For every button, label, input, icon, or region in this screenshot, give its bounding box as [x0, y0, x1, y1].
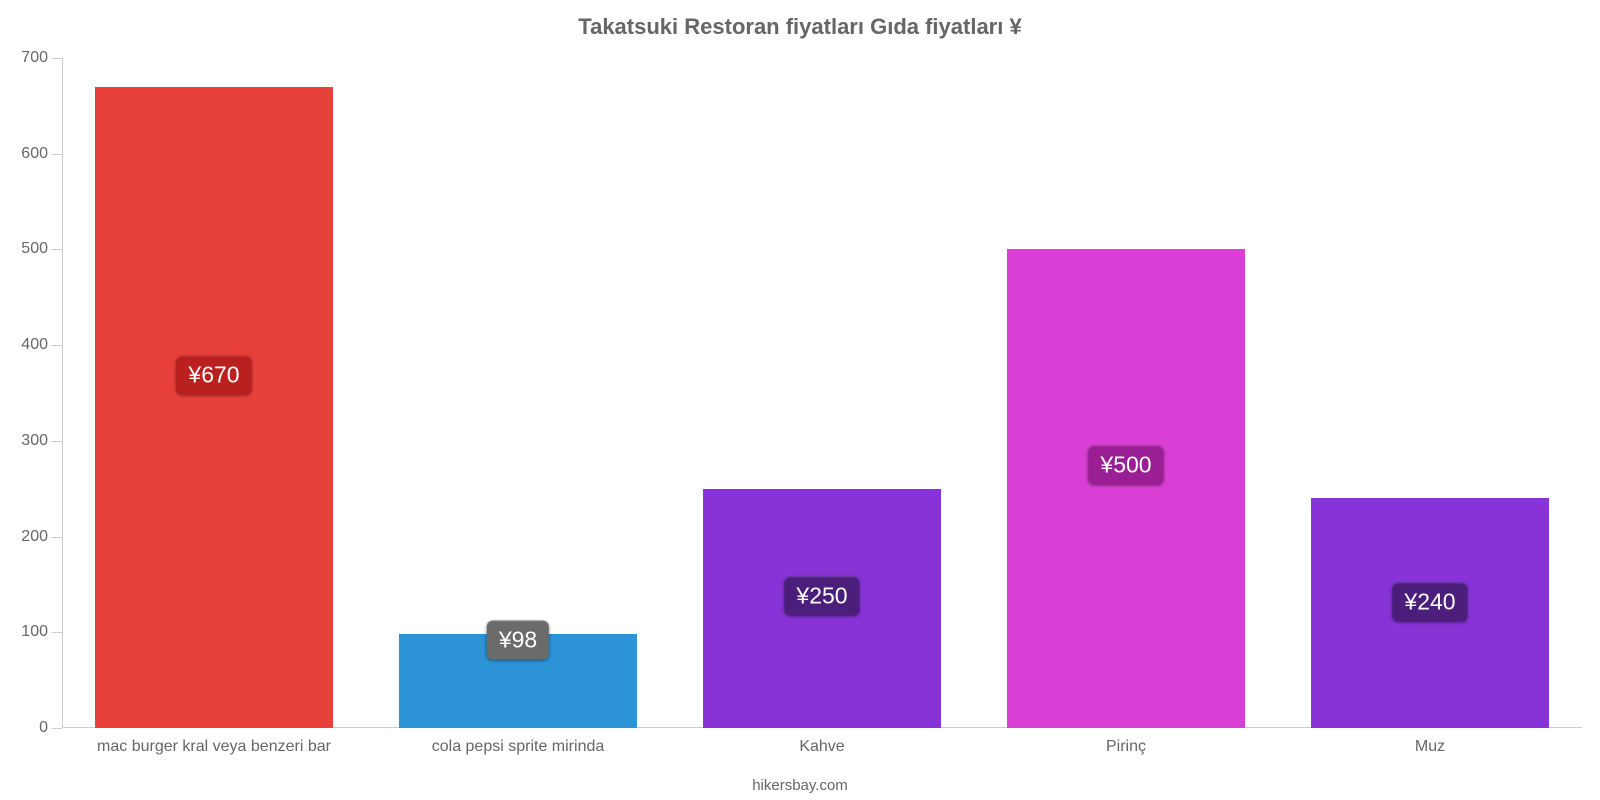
- y-axis-line: [62, 58, 63, 728]
- x-tick-label: Kahve: [799, 728, 844, 756]
- y-tick-label: 200: [21, 528, 62, 546]
- value-badge: ¥500: [1088, 445, 1163, 484]
- bar: [95, 87, 332, 728]
- x-tick-label: mac burger kral veya benzeri bar: [97, 728, 331, 756]
- y-tick-label: 700: [21, 49, 62, 67]
- y-tick-label: 300: [21, 432, 62, 450]
- value-badge: ¥250: [784, 577, 859, 616]
- value-badge: ¥98: [487, 621, 549, 660]
- y-tick-label: 400: [21, 336, 62, 354]
- x-tick-label: Muz: [1415, 728, 1445, 756]
- value-badge: ¥670: [176, 356, 251, 395]
- y-tick-label: 0: [39, 719, 62, 737]
- y-tick-label: 600: [21, 145, 62, 163]
- x-tick-label: cola pepsi sprite mirinda: [432, 728, 605, 756]
- y-tick-label: 500: [21, 240, 62, 258]
- x-tick-label: Pirinç: [1106, 728, 1146, 756]
- plot-area: 0100200300400500600700mac burger kral ve…: [62, 58, 1582, 728]
- y-tick-label: 100: [21, 623, 62, 641]
- bar: [1007, 249, 1244, 728]
- bar-chart: Takatsuki Restoran fiyatları Gıda fiyatl…: [0, 0, 1600, 800]
- value-badge: ¥240: [1392, 582, 1467, 621]
- chart-credit: hikersbay.com: [0, 777, 1600, 794]
- chart-title: Takatsuki Restoran fiyatları Gıda fiyatl…: [0, 14, 1600, 40]
